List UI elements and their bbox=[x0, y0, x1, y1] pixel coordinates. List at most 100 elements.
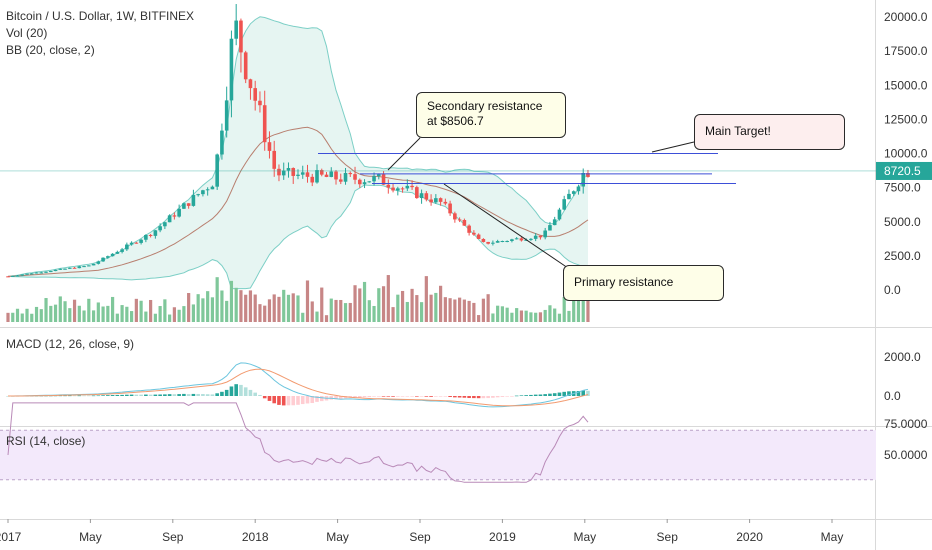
candle-body[interactable] bbox=[319, 170, 324, 175]
candle-body[interactable] bbox=[438, 198, 443, 202]
candle-body[interactable] bbox=[396, 188, 400, 191]
volume-bar[interactable] bbox=[301, 312, 305, 322]
macd-histogram-bar[interactable] bbox=[362, 396, 367, 398]
macd-histogram-bar[interactable] bbox=[63, 395, 67, 397]
candle-body[interactable] bbox=[472, 232, 476, 235]
macd-histogram-bar[interactable] bbox=[215, 393, 219, 396]
macd-histogram-bar[interactable] bbox=[167, 394, 172, 396]
rsi-line[interactable] bbox=[7, 402, 589, 483]
candle-body[interactable] bbox=[120, 249, 124, 252]
macd-histogram-bar[interactable] bbox=[153, 394, 158, 396]
volume-bar[interactable] bbox=[486, 294, 490, 322]
macd-histogram-bar[interactable] bbox=[533, 394, 538, 396]
macd-histogram-bar[interactable] bbox=[500, 396, 505, 397]
volume-bar[interactable] bbox=[96, 302, 100, 322]
volume-bar[interactable] bbox=[229, 280, 234, 322]
candle-body[interactable] bbox=[377, 174, 381, 177]
volume-bar[interactable] bbox=[244, 294, 248, 322]
volume-bar[interactable] bbox=[410, 288, 414, 322]
volume-bar[interactable] bbox=[519, 310, 524, 322]
volume-bar[interactable] bbox=[419, 302, 424, 322]
volume-bar[interactable] bbox=[58, 296, 62, 322]
candle-body[interactable] bbox=[63, 268, 67, 270]
macd-histogram-bar[interactable] bbox=[224, 389, 229, 396]
volume-bar[interactable] bbox=[172, 307, 176, 322]
macd-histogram-bar[interactable] bbox=[172, 394, 177, 396]
macd-histogram-bar[interactable] bbox=[338, 396, 343, 399]
candle-body[interactable] bbox=[281, 170, 286, 176]
candle-body[interactable] bbox=[96, 261, 101, 264]
macd-histogram-bar[interactable] bbox=[377, 396, 381, 397]
macd-histogram-bar[interactable] bbox=[396, 396, 400, 397]
candle-body[interactable] bbox=[134, 242, 139, 244]
candle-body[interactable] bbox=[448, 203, 452, 214]
volume-bar[interactable] bbox=[234, 287, 238, 322]
candle-body[interactable] bbox=[243, 52, 248, 80]
candle-body[interactable] bbox=[44, 271, 48, 273]
macd-histogram-bar[interactable] bbox=[91, 395, 96, 397]
candle-body[interactable] bbox=[367, 181, 372, 183]
volume-bar[interactable] bbox=[462, 299, 466, 322]
volume-bar[interactable] bbox=[381, 286, 386, 322]
candle-body[interactable] bbox=[495, 241, 500, 243]
macd-histogram-bar[interactable] bbox=[196, 393, 200, 396]
candle-body[interactable] bbox=[68, 267, 72, 269]
candle-body[interactable] bbox=[248, 79, 253, 89]
candle-body[interactable] bbox=[400, 188, 405, 190]
volume-bar[interactable] bbox=[258, 304, 262, 322]
volume-bar[interactable] bbox=[434, 292, 438, 322]
macd-histogram-bar[interactable] bbox=[548, 393, 552, 396]
volume-bar[interactable] bbox=[386, 275, 390, 322]
candle-body[interactable] bbox=[300, 172, 305, 175]
candle-body[interactable] bbox=[115, 251, 120, 254]
macd-histogram-bar[interactable] bbox=[139, 394, 143, 396]
candle-body[interactable] bbox=[15, 275, 20, 277]
candle-body[interactable] bbox=[48, 271, 53, 273]
volume-bar[interactable] bbox=[215, 277, 219, 322]
volume-bar[interactable] bbox=[291, 293, 295, 322]
macd-histogram-bar[interactable] bbox=[229, 386, 234, 396]
candle-body[interactable] bbox=[519, 238, 524, 241]
candle-body[interactable] bbox=[334, 171, 338, 180]
macd-histogram-bar[interactable] bbox=[163, 394, 167, 396]
volume-bar[interactable] bbox=[239, 290, 243, 322]
volume-bar[interactable] bbox=[286, 294, 291, 322]
volume-bar[interactable] bbox=[529, 312, 533, 322]
volume-bar[interactable] bbox=[572, 300, 576, 322]
candle-body[interactable] bbox=[467, 225, 471, 233]
macd-histogram-bar[interactable] bbox=[353, 396, 357, 398]
macd-histogram-bar[interactable] bbox=[77, 395, 82, 397]
volume-bar[interactable] bbox=[34, 306, 39, 322]
candle-body[interactable] bbox=[186, 203, 191, 206]
volume-bar[interactable] bbox=[144, 311, 148, 322]
candle-body[interactable] bbox=[153, 230, 158, 236]
macd-histogram-bar[interactable] bbox=[125, 394, 129, 396]
volume-indicator-label[interactable]: Vol (20) bbox=[6, 26, 48, 40]
volume-bar[interactable] bbox=[353, 285, 357, 322]
volume-bar[interactable] bbox=[362, 281, 367, 322]
candle-body[interactable] bbox=[125, 244, 129, 250]
candle-body[interactable] bbox=[529, 238, 533, 240]
volume-bar[interactable] bbox=[491, 313, 495, 322]
candle-body[interactable] bbox=[481, 238, 486, 242]
candle-body[interactable] bbox=[443, 201, 448, 204]
candle-body[interactable] bbox=[10, 275, 15, 277]
macd-histogram-bar[interactable] bbox=[110, 395, 115, 396]
macd-histogram-bar[interactable] bbox=[87, 395, 91, 397]
volume-bar[interactable] bbox=[39, 309, 43, 322]
volume-bar[interactable] bbox=[372, 305, 376, 322]
macd-histogram-bar[interactable] bbox=[267, 396, 272, 401]
candle-body[interactable] bbox=[29, 273, 34, 275]
macd-histogram-bar[interactable] bbox=[415, 396, 419, 397]
macd-histogram-bar[interactable] bbox=[586, 390, 590, 396]
macd-histogram-bar[interactable] bbox=[262, 396, 267, 399]
candle-body[interactable] bbox=[362, 182, 367, 185]
macd-histogram-bar[interactable] bbox=[6, 396, 10, 397]
candle-body[interactable] bbox=[139, 239, 143, 243]
volume-bar[interactable] bbox=[11, 312, 15, 322]
macd-histogram-bar[interactable] bbox=[429, 396, 433, 397]
macd-histogram-bar[interactable] bbox=[186, 394, 191, 396]
volume-bar[interactable] bbox=[163, 299, 167, 322]
macd-histogram-bar[interactable] bbox=[106, 395, 110, 396]
volume-bar[interactable] bbox=[424, 276, 428, 322]
